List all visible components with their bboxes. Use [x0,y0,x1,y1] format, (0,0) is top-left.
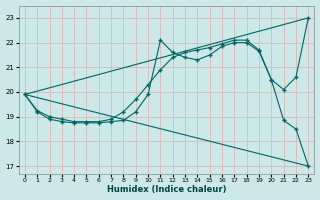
X-axis label: Humidex (Indice chaleur): Humidex (Indice chaleur) [107,185,226,194]
